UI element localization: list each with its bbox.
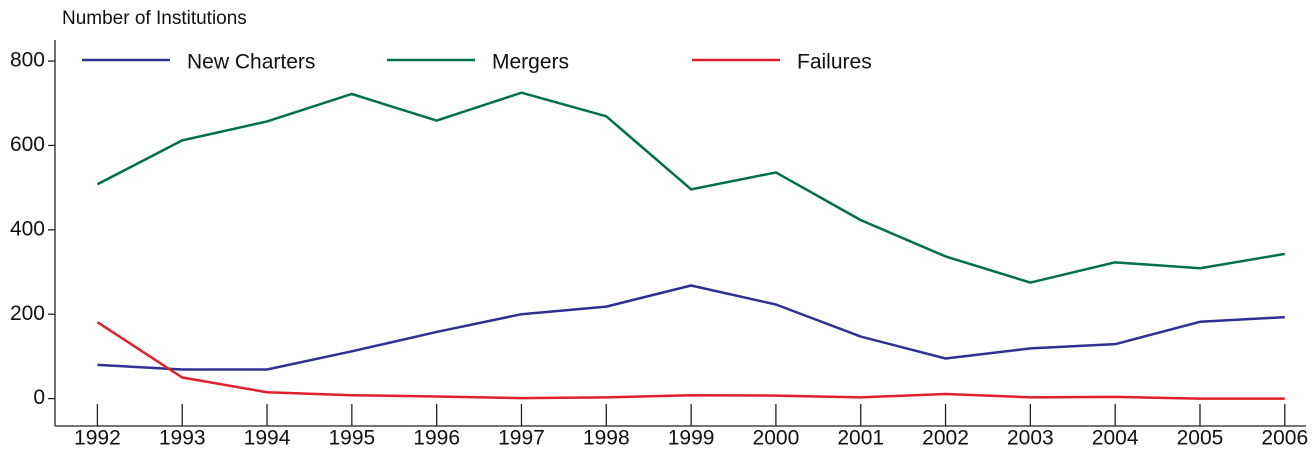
series-line (96, 91, 1286, 284)
legend-label: Failures (797, 51, 872, 74)
y-tick-label: 400 (10, 217, 45, 240)
x-tick-label: 2005 (1177, 427, 1224, 450)
y-axis-label: Number of Institutions (62, 8, 247, 29)
x-tick-label: 2004 (1092, 427, 1139, 450)
x-tick-label: 1992 (74, 427, 121, 450)
x-tick-label: 1998 (583, 427, 630, 450)
x-tick-label: 2003 (1007, 427, 1054, 450)
y-tick-label: 600 (10, 133, 45, 156)
x-tick-label: 2002 (922, 427, 969, 450)
x-tick-label: 2006 (1261, 427, 1308, 450)
x-tick-label: 1996 (413, 427, 460, 450)
x-tick-label: 2001 (837, 427, 884, 450)
x-tick-label: 2000 (753, 427, 800, 450)
x-tick-label: 1994 (244, 427, 291, 450)
y-tick-label: 200 (10, 302, 45, 325)
series-line (96, 321, 1285, 400)
x-tick-label: 1999 (668, 427, 715, 450)
x-tick-label: 1997 (498, 427, 545, 450)
y-tick-label: 0 (33, 386, 45, 409)
x-tick-label: 1995 (328, 427, 375, 450)
series-line (97, 284, 1285, 371)
x-tick-label: 1993 (159, 427, 206, 450)
y-tick-label: 800 (10, 49, 45, 72)
legend-label: New Charters (187, 51, 315, 74)
legend-label: Mergers (492, 51, 569, 74)
